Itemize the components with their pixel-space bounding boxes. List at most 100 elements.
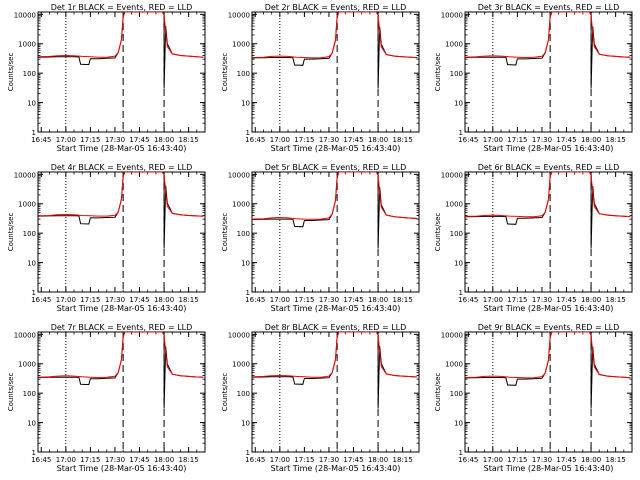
x-tick-label: 17:15 bbox=[80, 296, 100, 304]
x-tick-label: 18:00 bbox=[368, 296, 388, 304]
x-tick-label: 17:45 bbox=[129, 456, 149, 464]
x-tick-label: 17:00 bbox=[483, 136, 503, 144]
x-tick-label: 16:45 bbox=[458, 296, 478, 304]
x-tick-label: 18:15 bbox=[179, 456, 199, 464]
plot-frame bbox=[37, 331, 206, 453]
y-tick-label: 10000 bbox=[14, 331, 36, 339]
y-tick-label: 1000 bbox=[445, 201, 463, 209]
x-tick-label: 17:15 bbox=[294, 296, 314, 304]
y-tick-label: 10 bbox=[27, 100, 36, 108]
x-tick-label: 17:45 bbox=[129, 296, 149, 304]
lld-series-line bbox=[252, 12, 418, 59]
y-tick-label: 10000 bbox=[14, 171, 36, 179]
lld-series-line bbox=[465, 332, 631, 379]
panel-title: Det 6r BLACK = Events, RED = LLD bbox=[478, 163, 620, 172]
x-tick-label: 17:45 bbox=[343, 456, 363, 464]
x-tick-label: 18:00 bbox=[581, 456, 601, 464]
y-tick-label: 1 bbox=[32, 449, 36, 457]
y-tick-label: 10000 bbox=[441, 171, 463, 179]
y-axis-title: Counts/sec bbox=[7, 213, 15, 252]
y-tick-label: 1000 bbox=[18, 361, 36, 369]
y-tick-label: 1 bbox=[246, 129, 250, 137]
y-tick-label: 10 bbox=[27, 420, 36, 428]
y-tick-label: 1000 bbox=[232, 361, 250, 369]
plot-frame bbox=[251, 171, 420, 293]
detector-panel: Det 5r BLACK = Events, RED = LLD 1 10 100 10… bbox=[221, 163, 420, 313]
lld-series-line bbox=[38, 12, 204, 58]
x-tick-label: 17:15 bbox=[294, 136, 314, 144]
x-tick-label: 17:45 bbox=[129, 136, 149, 144]
x-tick-label: 17:00 bbox=[483, 296, 503, 304]
x-tick-label: 17:00 bbox=[270, 296, 290, 304]
y-tick-label: 1 bbox=[459, 289, 463, 297]
y-tick-label: 1 bbox=[459, 129, 463, 137]
x-tick-label: 17:15 bbox=[80, 456, 100, 464]
y-tick-label: 10000 bbox=[228, 331, 250, 339]
x-tick-label: 16:45 bbox=[245, 456, 265, 464]
y-axis-title: Counts/sec bbox=[7, 53, 15, 92]
x-axis-title: Start Time (28-Mar-05 16:43:40) bbox=[57, 464, 187, 473]
y-tick-label: 100 bbox=[237, 390, 250, 398]
x-axis-title: Start Time (28-Mar-05 16:43:40) bbox=[57, 144, 187, 153]
y-tick-label: 1 bbox=[246, 289, 250, 297]
y-tick-label: 10000 bbox=[14, 11, 36, 19]
x-tick-label: 18:00 bbox=[368, 456, 388, 464]
x-tick-label: 18:15 bbox=[179, 136, 199, 144]
x-tick-label: 17:15 bbox=[507, 456, 527, 464]
detector-panel: Det 3r BLACK = Events, RED = LLD 1 10 100 10… bbox=[434, 3, 633, 153]
x-axis-title: Start Time (28-Mar-05 16:43:40) bbox=[271, 144, 401, 153]
y-tick-label: 10000 bbox=[441, 331, 463, 339]
y-axis-title: Counts/sec bbox=[7, 373, 15, 412]
detector-panel: Det 1r BLACK = Events, RED = LLD 1 10 100 10… bbox=[7, 3, 206, 153]
detector-panel: Det 4r BLACK = Events, RED = LLD 1 10 100 10… bbox=[7, 163, 206, 313]
x-tick-label: 17:15 bbox=[507, 296, 527, 304]
y-axis-title: Counts/sec bbox=[434, 53, 442, 92]
x-tick-label: 18:15 bbox=[606, 296, 626, 304]
x-tick-label: 17:00 bbox=[56, 296, 76, 304]
y-tick-label: 100 bbox=[23, 390, 36, 398]
x-tick-label: 16:45 bbox=[458, 136, 478, 144]
y-tick-label: 1 bbox=[32, 289, 36, 297]
x-tick-label: 16:45 bbox=[458, 456, 478, 464]
y-tick-label: 1000 bbox=[445, 361, 463, 369]
y-tick-label: 10 bbox=[241, 260, 250, 268]
y-tick-label: 10000 bbox=[441, 11, 463, 19]
lld-series-line bbox=[252, 172, 418, 220]
plot-frame bbox=[464, 171, 633, 293]
y-tick-label: 10 bbox=[241, 420, 250, 428]
detector-panel: Det 7r BLACK = Events, RED = LLD 1 10 100 10… bbox=[7, 323, 206, 473]
panel-title: Det 8r BLACK = Events, RED = LLD bbox=[265, 323, 407, 332]
plot-frame bbox=[251, 11, 420, 133]
x-tick-label: 18:00 bbox=[581, 296, 601, 304]
x-tick-label: 18:00 bbox=[154, 456, 174, 464]
y-tick-label: 10 bbox=[454, 100, 463, 108]
x-tick-label: 18:15 bbox=[393, 136, 413, 144]
x-tick-label: 17:15 bbox=[507, 136, 527, 144]
x-tick-label: 17:30 bbox=[105, 456, 125, 464]
y-tick-label: 10 bbox=[241, 100, 250, 108]
x-tick-label: 17:45 bbox=[343, 136, 363, 144]
x-axis-title: Start Time (28-Mar-05 16:43:40) bbox=[271, 464, 401, 473]
plot-frame bbox=[464, 331, 633, 453]
x-tick-label: 17:30 bbox=[532, 296, 552, 304]
y-tick-label: 10000 bbox=[228, 11, 250, 19]
panel-title: Det 1r BLACK = Events, RED = LLD bbox=[51, 3, 193, 12]
lld-series-line bbox=[38, 172, 204, 217]
x-tick-label: 17:30 bbox=[532, 456, 552, 464]
x-tick-label: 17:00 bbox=[483, 456, 503, 464]
lld-series-line bbox=[465, 12, 631, 59]
x-axis-title: Start Time (28-Mar-05 16:43:40) bbox=[484, 304, 614, 313]
x-tick-label: 17:30 bbox=[532, 136, 552, 144]
lld-series-line bbox=[252, 332, 418, 378]
y-tick-label: 1000 bbox=[445, 41, 463, 49]
y-tick-label: 1 bbox=[32, 129, 36, 137]
plot-frame bbox=[251, 331, 420, 453]
x-tick-label: 17:30 bbox=[319, 456, 339, 464]
x-tick-label: 17:00 bbox=[56, 456, 76, 464]
y-tick-label: 1000 bbox=[18, 41, 36, 49]
panel-title: Det 2r BLACK = Events, RED = LLD bbox=[265, 3, 407, 12]
y-tick-label: 100 bbox=[450, 230, 463, 238]
y-tick-label: 100 bbox=[23, 230, 36, 238]
x-tick-label: 17:00 bbox=[270, 136, 290, 144]
